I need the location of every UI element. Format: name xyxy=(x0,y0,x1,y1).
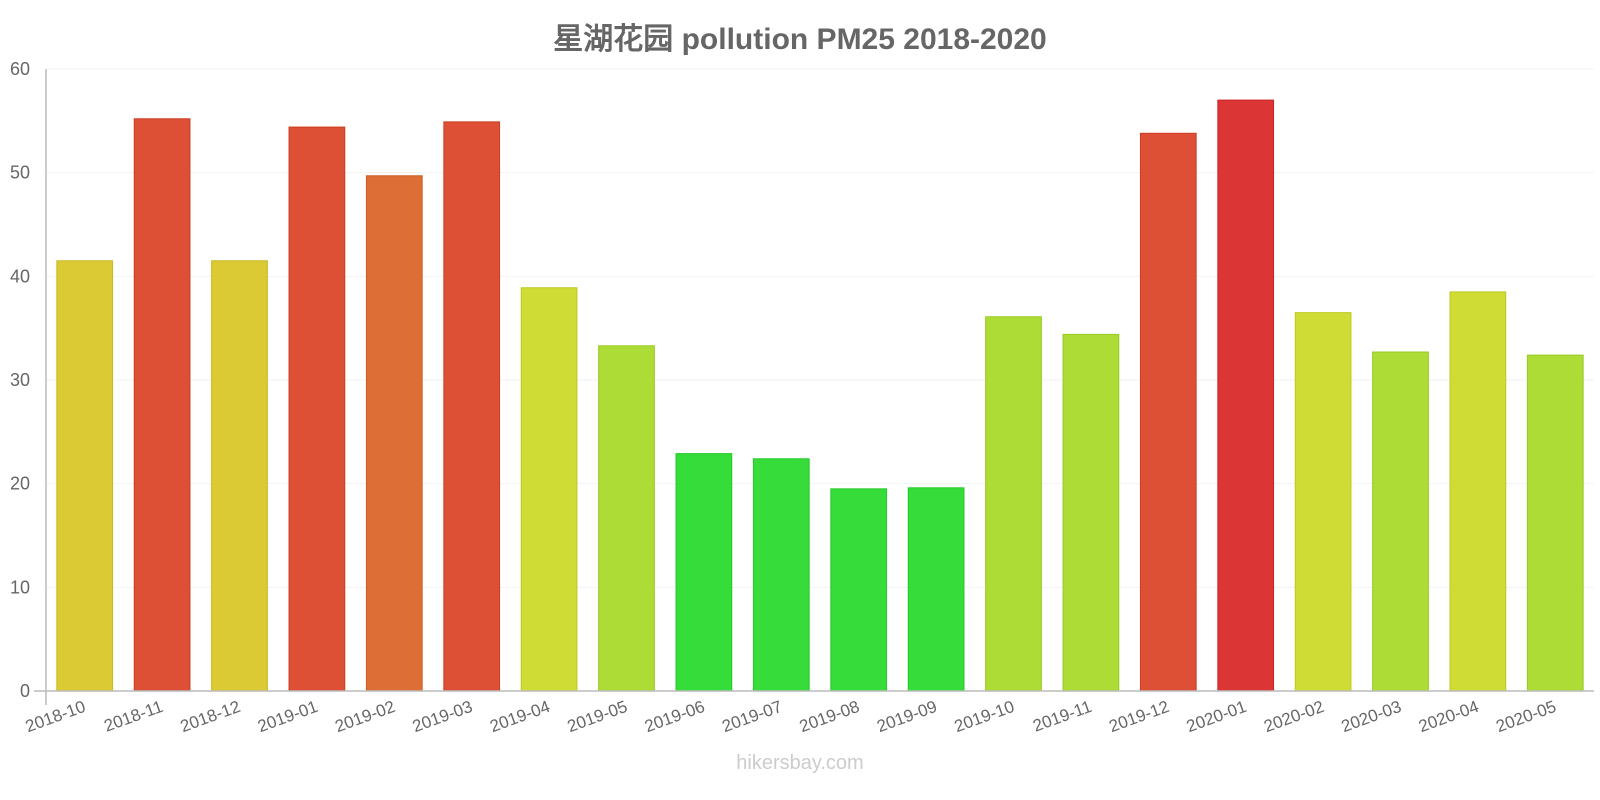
bar-2018-12[interactable] xyxy=(211,260,268,692)
bar-2020-04[interactable] xyxy=(1449,291,1507,692)
x-tick-label: 2018-10 xyxy=(23,697,88,736)
y-tick-label: 60 xyxy=(10,59,30,79)
bar-2019-11[interactable] xyxy=(1062,333,1120,692)
y-tick-label: 30 xyxy=(10,370,30,390)
axes xyxy=(34,69,1594,705)
y-tick-label: 0 xyxy=(20,681,30,701)
x-tick-label: 2019-06 xyxy=(642,697,707,736)
x-tick-label: 2019-11 xyxy=(1030,697,1094,736)
bar-2019-02[interactable] xyxy=(365,175,423,692)
bar-2019-03[interactable] xyxy=(443,121,501,692)
x-tick-label: 2019-02 xyxy=(333,697,398,736)
x-tick-label: 2019-03 xyxy=(410,697,475,736)
x-tick-label: 2018-11 xyxy=(102,697,166,736)
x-tick-label: 2019-10 xyxy=(952,697,1017,736)
x-tick-label: 2019-07 xyxy=(720,697,785,736)
y-tick-label: 10 xyxy=(10,577,30,597)
bar-2020-02[interactable] xyxy=(1294,312,1352,692)
bars xyxy=(56,99,1584,692)
bar-2020-03[interactable] xyxy=(1372,351,1429,692)
bar-2019-10[interactable] xyxy=(985,316,1042,692)
x-tick-label: 2019-05 xyxy=(565,697,630,736)
x-tick-label: 2020-01 xyxy=(1184,697,1249,736)
bar-2019-07[interactable] xyxy=(752,458,810,692)
bar-2019-09[interactable] xyxy=(907,487,965,692)
x-tick-label: 2019-12 xyxy=(1107,697,1172,736)
bar-2020-01[interactable] xyxy=(1217,99,1275,692)
x-tick-label: 2019-09 xyxy=(874,697,939,736)
bar-2019-06[interactable] xyxy=(675,453,733,692)
x-axis-ticks: 2018-10 2018-11 2018-12 2019-01 2019-02 2019-… xyxy=(23,697,1559,736)
bar-2018-11[interactable] xyxy=(133,118,191,692)
x-tick-label: 2019-04 xyxy=(487,697,552,736)
bar-2018-10[interactable] xyxy=(56,260,114,692)
x-tick-label: 2019-08 xyxy=(797,697,862,736)
bar-2019-12[interactable] xyxy=(1139,132,1197,692)
watermark: hikersbay.com xyxy=(736,752,864,774)
bar-2019-01[interactable] xyxy=(288,126,346,692)
x-tick-label: 2018-12 xyxy=(178,697,243,736)
x-tick-label: 2020-05 xyxy=(1494,697,1559,736)
bar-2019-08[interactable] xyxy=(830,488,888,692)
y-axis-ticks: 0 10 20 30 40 50 60 xyxy=(10,59,30,701)
gridlines xyxy=(46,68,1594,588)
y-tick-label: 20 xyxy=(10,474,30,494)
x-tick-label: 2020-03 xyxy=(1339,697,1404,736)
x-tick-label: 2020-04 xyxy=(1416,697,1481,736)
bar-2020-05[interactable] xyxy=(1526,354,1584,692)
x-tick-label: 2019-01 xyxy=(255,697,320,736)
y-tick-label: 40 xyxy=(10,266,30,286)
bar-2019-04[interactable] xyxy=(520,287,578,692)
bar-2019-05[interactable] xyxy=(598,345,655,692)
x-tick-label: 2020-02 xyxy=(1261,697,1326,736)
chart-title: 星湖花园 pollution PM25 2018-2020 xyxy=(553,23,1047,56)
y-tick-label: 50 xyxy=(10,163,30,183)
